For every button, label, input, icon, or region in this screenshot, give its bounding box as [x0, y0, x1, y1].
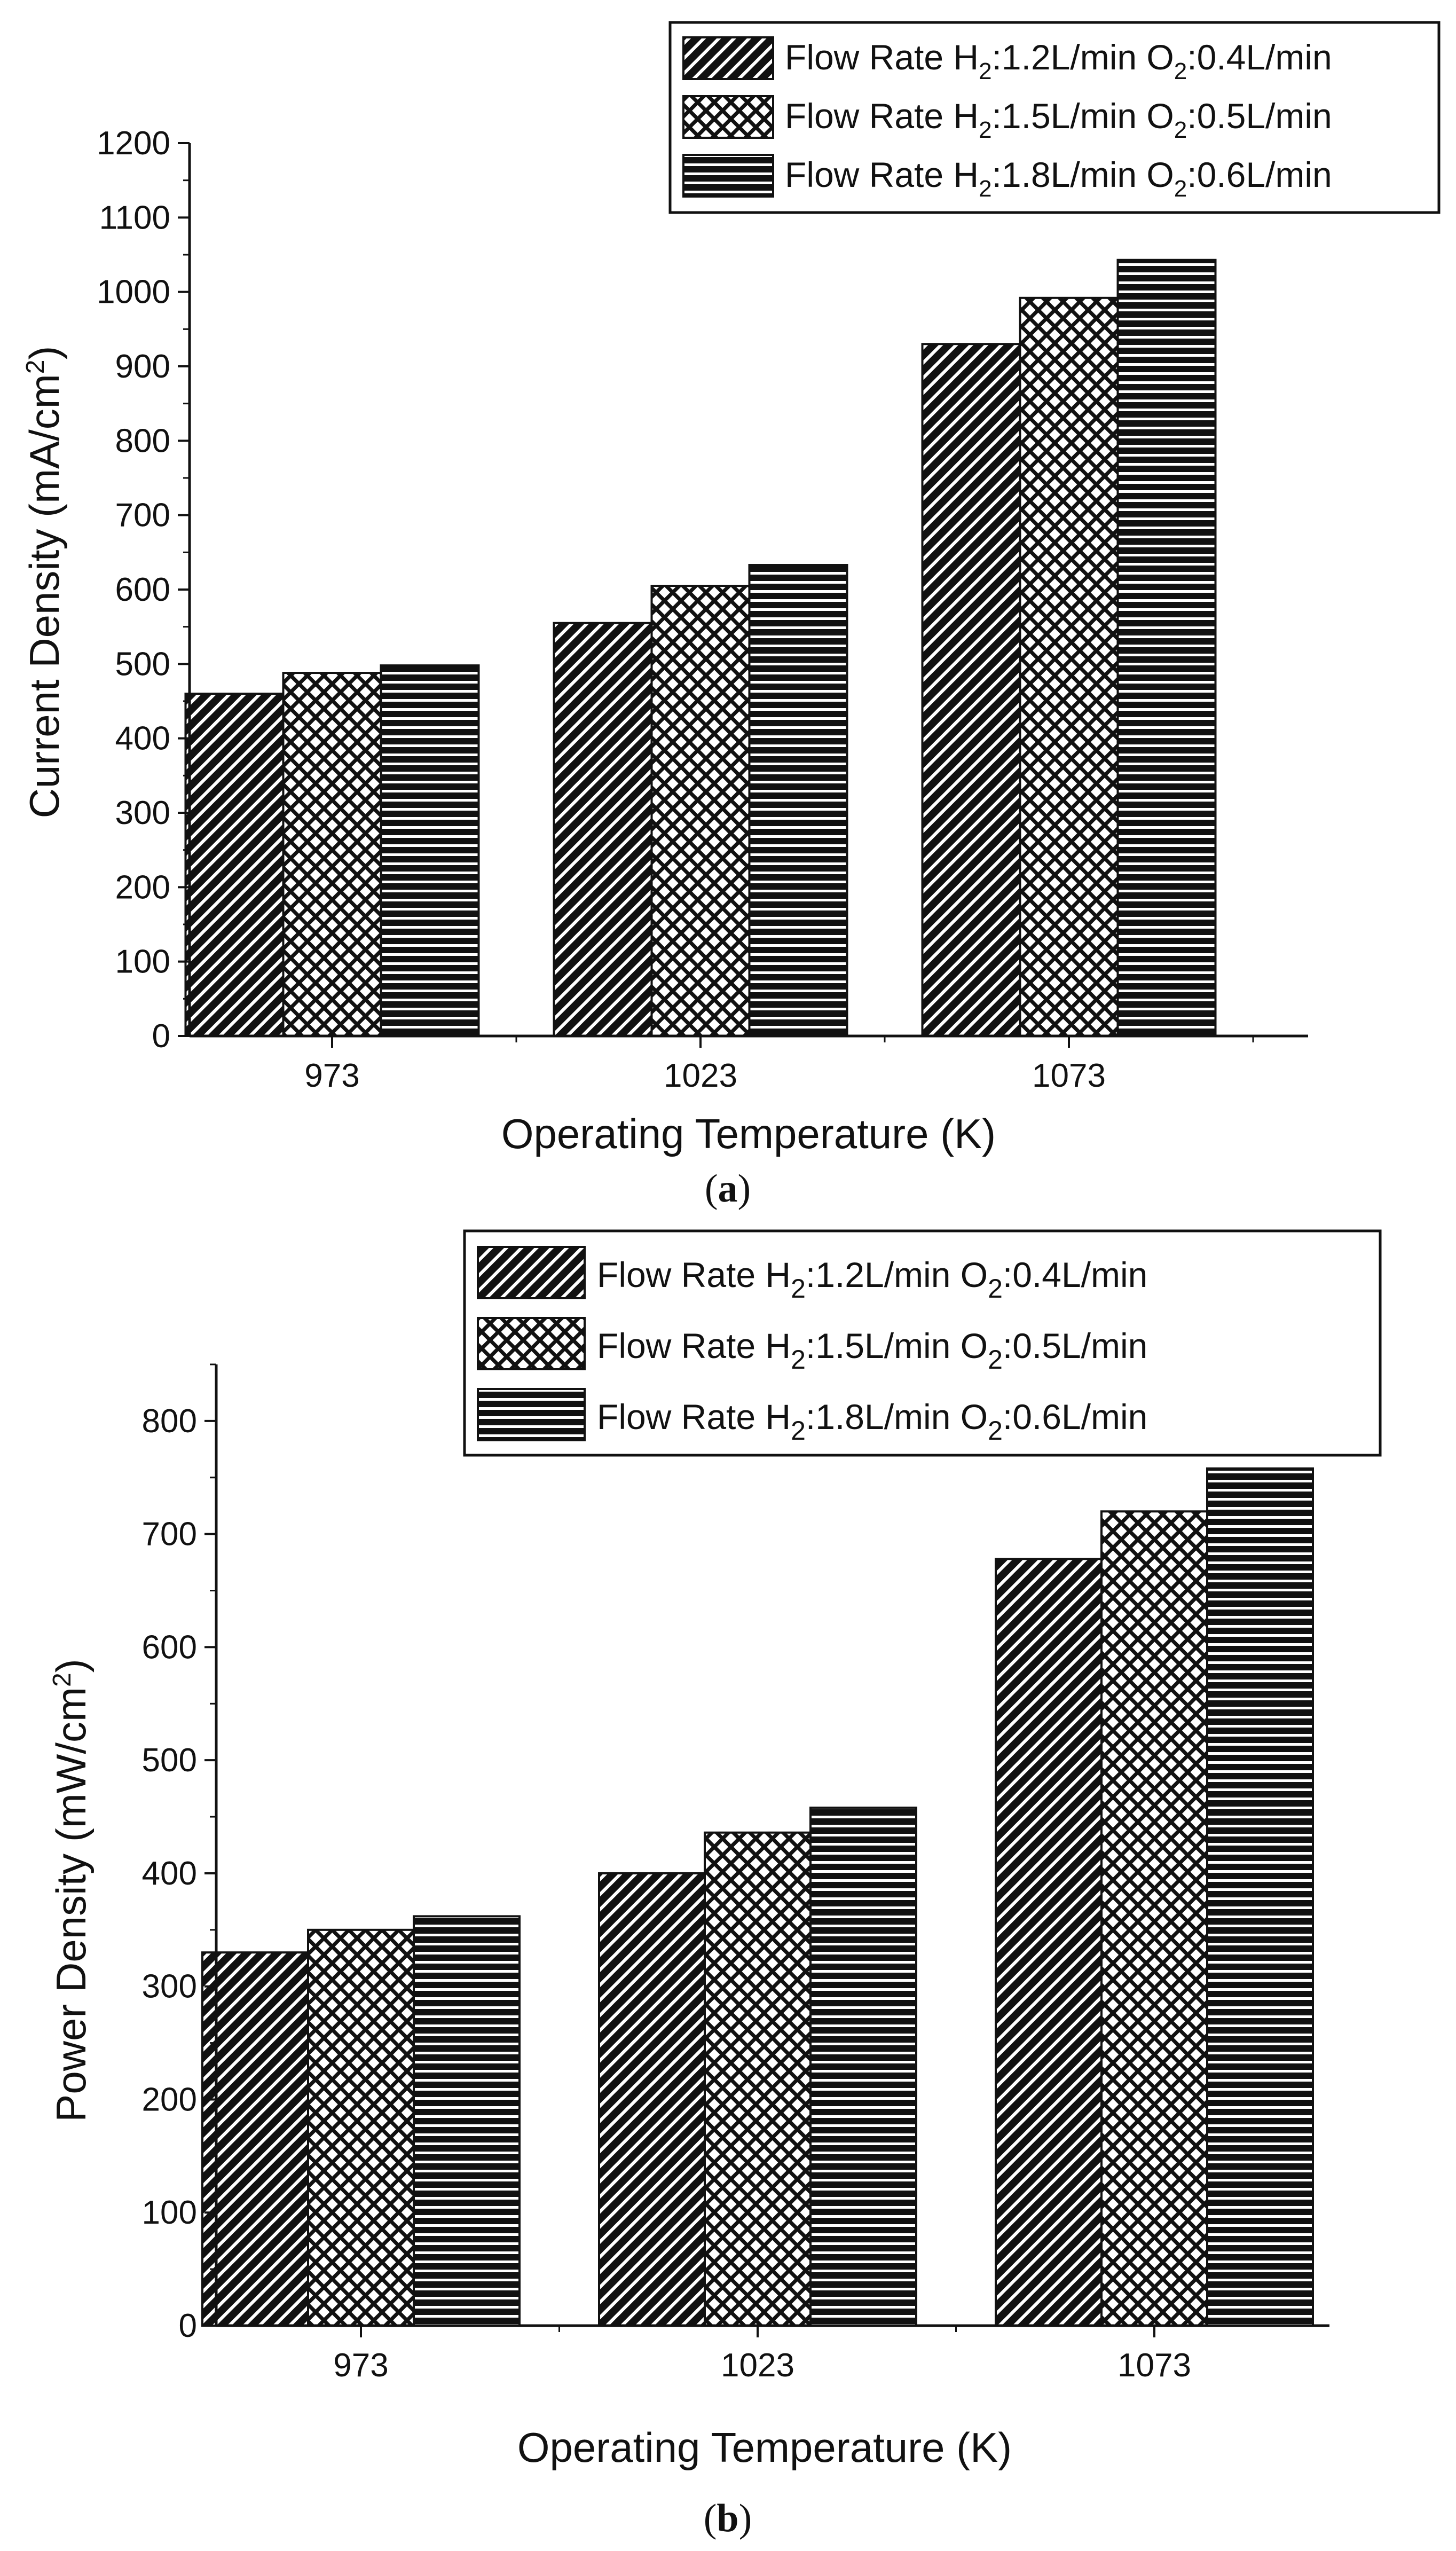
chart-b-panel-label: (b) — [704, 2497, 752, 2540]
chart-a-legend-swatch-3 — [682, 154, 774, 198]
chart-b-legend-box — [463, 1229, 1382, 1457]
chart-a-y-axis-title: Current Density (mA/cm2) — [21, 346, 68, 819]
chart-a-y-tick-label: 200 — [115, 869, 170, 906]
chart-a-legend-label-1: Flow Rate H2:1.2L/min O2:0.4L/min — [785, 37, 1332, 84]
chart-a-y-tick-label: 800 — [115, 422, 170, 459]
chart-a-y-axis-title-sup: 2 — [21, 360, 50, 374]
chart-b-ticks: 0 100 200 300 400 500 600 700 800 973 1023 1073 — [142, 1363, 1191, 2384]
chart-a-bar-1023-series-2 — [650, 585, 751, 1037]
chart-a-legend-label-3: Flow Rate H2:1.8L/min O2:0.6L/min — [785, 155, 1332, 202]
chart-a-bar-1023-series-1 — [553, 622, 653, 1037]
chart-a-ticks: 0 100 200 300 400 500 600 700 800 900 1000 1100 1200… — [97, 125, 1254, 1094]
chart-b-bar-973-series-3 — [413, 1915, 521, 2327]
chart-b-y-tick-label: 800 — [142, 1403, 197, 1440]
chart-b-y-tick-label: 100 — [142, 2194, 197, 2231]
chart-b-y-tick-label: 0 — [179, 2307, 197, 2344]
chart-b-bar-1073-series-1 — [995, 1558, 1103, 2327]
chart-b-bar-1073-series-3 — [1206, 1467, 1314, 2327]
chart-b-y-tick-label: 500 — [142, 1742, 197, 1779]
chart-a-y-axis-title-main: Current Density (mA/cm — [21, 374, 68, 818]
chart-a-y-tick-label: 500 — [115, 646, 170, 682]
chart-b-axes — [215, 1364, 1329, 2327]
chart-a-bar-973-series-2 — [282, 672, 382, 1037]
chart-a-y-tick-label: 400 — [115, 720, 170, 757]
chart-a-bar-973-series-3 — [380, 664, 480, 1037]
chart-b-x-tick-label: 973 — [333, 2347, 388, 2384]
chart-b-bar-973-series-2 — [307, 1928, 415, 2327]
chart-a-legend: Flow Rate H2:1.2L/min O2:0.4L/min Flow R… — [668, 21, 1441, 214]
chart-b-y-tick-label: 300 — [142, 1968, 197, 2005]
chart-a-y-tick-label: 600 — [115, 571, 170, 608]
chart-a-y-tick-label: 1000 — [97, 274, 170, 311]
chart-a-y-tick-label: 1100 — [99, 199, 170, 236]
chart-b-y-axis-title-main: Power Density (mW/cm — [48, 1687, 95, 2122]
chart-b-y-axis-title: Power Density (mW/cm2) — [48, 1659, 95, 2122]
chart-a-y-tick-label: 900 — [115, 348, 170, 385]
chart-a-x-axis-title: Operating Temperature (K) — [501, 1110, 996, 1157]
chart-a-y-axis-title-end: ) — [21, 346, 68, 360]
chart-b-x-axis-title: Operating Temperature (K) — [517, 2424, 1012, 2471]
chart-a: 0 100 200 300 400 500 600 700 800 900 1000 1100 1200… — [21, 21, 1441, 1211]
chart-a-y-tick-label: 100 — [115, 944, 170, 980]
chart-b-legend-label-3: Flow Rate H2:1.8L/min O2:0.6L/min — [597, 1397, 1147, 1446]
chart-a-x-tick-label: 973 — [304, 1057, 359, 1094]
chart-a-bar-1073-series-2 — [1019, 296, 1119, 1037]
chart-a-legend-swatch-2 — [682, 95, 774, 139]
chart-a-y-tick-label: 700 — [115, 497, 170, 534]
chart-b-legend-swatch-1 — [477, 1246, 586, 1299]
chart-b-legend-label-1: Flow Rate H2:1.2L/min O2:0.4L/min — [597, 1255, 1147, 1304]
chart-a-legend-label-2: Flow Rate H2:1.5L/min O2:0.5L/min — [785, 96, 1332, 143]
chart-a-x-tick-label: 1023 — [664, 1057, 737, 1094]
chart-a-bar-1073-series-1 — [921, 343, 1021, 1038]
chart-b-x-tick-label: 1073 — [1117, 2347, 1191, 2384]
chart-a-bar-1073-series-3 — [1116, 258, 1217, 1038]
chart-a-x-tick-label: 1073 — [1032, 1057, 1106, 1094]
chart-a-bar-973-series-1 — [184, 693, 285, 1037]
chart-a-bars — [184, 258, 1217, 1038]
chart-b-bar-1023-series-2 — [704, 1831, 812, 2327]
chart-b-legend-swatch-3 — [477, 1388, 586, 1441]
chart-a-y-tick-label: 300 — [115, 795, 170, 831]
chart-b-bar-1023-series-3 — [809, 1807, 917, 2327]
chart-a-y-tick-label: 0 — [152, 1018, 170, 1055]
chart-a-bar-1023-series-3 — [748, 564, 848, 1037]
chart-b-bar-1073-series-2 — [1100, 1510, 1208, 2327]
chart-b-x-tick-label: 1023 — [721, 2347, 794, 2384]
chart-b: 0 100 200 300 400 500 600 700 800 973 1023 1073 Ope… — [48, 1229, 1382, 2540]
chart-b-bar-1023-series-1 — [598, 1872, 706, 2327]
chart-b-bars — [201, 1467, 1314, 2327]
chart-a-y-tick-label: 1200 — [97, 125, 170, 162]
chart-b-bar-973-series-1 — [201, 1951, 309, 2327]
chart-a-panel-label: (a) — [705, 1167, 751, 1211]
chart-a-axes — [188, 143, 1308, 1038]
chart-b-y-axis-title-sup: 2 — [48, 1673, 76, 1687]
chart-b-legend-label-2: Flow Rate H2:1.5L/min O2:0.5L/min — [597, 1326, 1147, 1375]
chart-b-y-tick-label: 200 — [142, 2081, 197, 2118]
chart-b-y-tick-label: 400 — [142, 1855, 197, 1892]
chart-a-legend-swatch-1 — [682, 36, 774, 80]
chart-a-legend-box — [668, 21, 1441, 214]
chart-b-y-tick-label: 600 — [142, 1629, 197, 1666]
chart-b-legend: Flow Rate H2:1.2L/min O2:0.4L/min Flow R… — [463, 1229, 1382, 1457]
chart-b-y-tick-label: 700 — [142, 1516, 197, 1553]
chart-b-legend-swatch-2 — [477, 1317, 586, 1370]
chart-b-y-axis-title-end: ) — [48, 1659, 95, 1673]
